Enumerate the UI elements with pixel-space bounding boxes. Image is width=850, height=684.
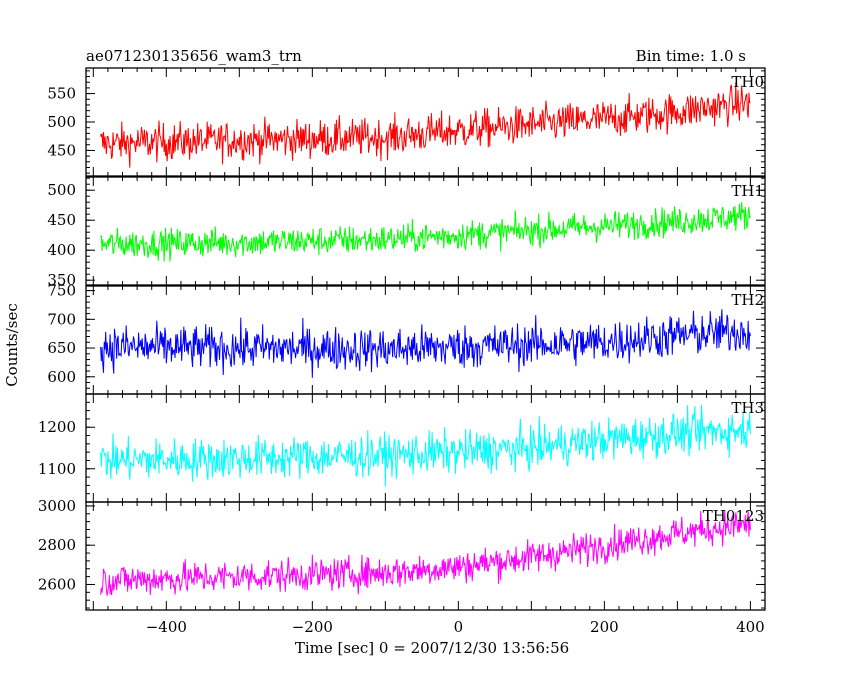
- panel-th0123: 2600 2800 3000 TH0123: [38, 497, 766, 611]
- y-tick-label: 1100: [38, 460, 76, 478]
- y-tick-label: 2800: [38, 536, 76, 554]
- x-tick-label: −400: [146, 618, 187, 636]
- y-tick-label: 500: [47, 181, 76, 199]
- panel-label-th3: TH3: [731, 399, 764, 417]
- x-axis-label: Time [sec] 0 = 2007/12/30 13:56:56: [295, 639, 569, 657]
- y-axis-label: Counts/sec: [3, 303, 21, 387]
- panel-frame: [85, 67, 766, 177]
- y-tick-label: 550: [47, 85, 76, 103]
- y-tick-label: 1200: [38, 418, 76, 436]
- panel-label-th2: TH2: [731, 291, 764, 309]
- y-tick-label: 600: [47, 368, 76, 386]
- x-axis: −400 −200 0 200 400: [146, 618, 765, 636]
- chart-subtitle: Bin time: 1.0 s: [636, 47, 746, 65]
- x-tick-label: 200: [590, 618, 619, 636]
- series-line-th0123: [100, 510, 751, 596]
- series-line-th1: [100, 202, 751, 262]
- y-tick-label: 650: [47, 339, 76, 357]
- panels-group: 450 500 550 TH0 350 400 450 500 TH1 600 650 700 750 T…: [38, 67, 766, 611]
- y-tick-label: 500: [47, 113, 76, 131]
- y-tick-label: 3000: [38, 497, 76, 515]
- panel-frame: [85, 501, 766, 611]
- y-tick-label: 350: [47, 271, 76, 289]
- series-line-th2: [100, 309, 751, 378]
- y-tick-label: 750: [47, 282, 76, 300]
- series-line-th0: [100, 82, 751, 168]
- series-line-th3: [100, 404, 751, 487]
- y-tick-label: 450: [47, 211, 76, 229]
- x-tick-label: −200: [292, 618, 333, 636]
- x-tick-label: 0: [454, 618, 464, 636]
- y-tick-label: 700: [47, 310, 76, 328]
- y-tick-label: 400: [47, 241, 76, 259]
- panel-label-th0123: TH0123: [703, 507, 764, 525]
- y-tick-label: 450: [47, 141, 76, 159]
- panel-th2: 600 650 700 750 TH2: [47, 282, 766, 395]
- panel-th0: 450 500 550 TH0: [47, 67, 766, 177]
- x-tick-label: 400: [736, 618, 765, 636]
- panel-frame: [85, 176, 766, 286]
- y-tick-label: 2600: [38, 575, 76, 593]
- panel-th3: 1100 1200 TH3: [38, 393, 766, 503]
- panel-label-th1: TH1: [731, 182, 764, 200]
- panel-label-th0: TH0: [731, 73, 764, 91]
- panel-th1: 350 400 450 500 TH1: [47, 176, 766, 289]
- chart-title: ae071230135656_wam3_trn: [86, 47, 302, 65]
